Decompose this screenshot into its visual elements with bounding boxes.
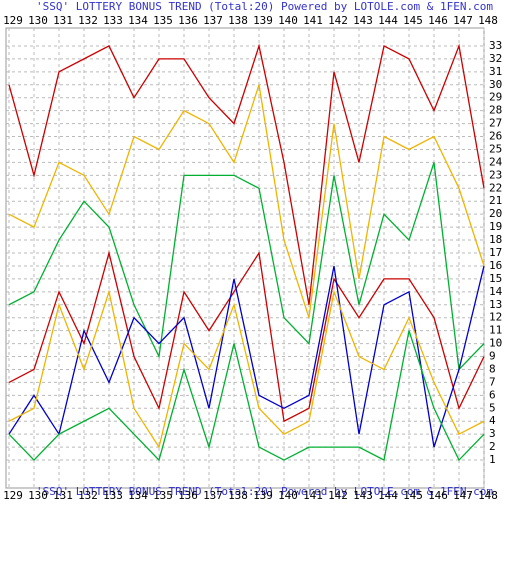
y-tick-label: 20 [489, 207, 502, 220]
x-tick-label-top: 145 [403, 14, 423, 27]
series-line [8, 289, 485, 449]
y-tick-label: 16 [489, 259, 502, 272]
x-tick-label: 138 [228, 489, 248, 502]
chart-title-bottom: 'SSQ' LOTTERY BONUS TREND (Total:20) Pow… [36, 485, 493, 498]
x-tick-label: 131 [53, 489, 73, 502]
y-tick-label: 6 [489, 388, 496, 401]
x-tick-label: 132 [78, 489, 98, 502]
y-tick-label: 25 [489, 142, 502, 155]
y-tick-label: 12 [489, 311, 502, 324]
x-tick-label-top: 143 [353, 14, 373, 27]
y-tick-label: 1 [489, 453, 496, 466]
x-tick-label: 144 [378, 489, 398, 502]
x-tick-label: 148 [478, 489, 498, 502]
chart-title: 'SSQ' LOTTERY BONUS TREND (Total:20) Pow… [36, 0, 493, 13]
y-tick-label: 7 [489, 375, 496, 388]
y-tick-label: 11 [489, 324, 502, 337]
y-tick-label: 33 [489, 39, 502, 52]
x-tick-label: 147 [453, 489, 473, 502]
series-line [8, 84, 485, 318]
x-tick-label: 129 [3, 489, 23, 502]
y-tick-label: 13 [489, 298, 502, 311]
y-tick-label: 30 [489, 78, 502, 91]
y-tick-label: 23 [489, 168, 502, 181]
x-tick-label-top: 133 [103, 14, 123, 27]
y-tick-label: 18 [489, 233, 502, 246]
series-line [8, 43, 485, 305]
series-line [8, 250, 485, 423]
y-tick-label: 31 [489, 65, 502, 78]
x-tick-label-top: 137 [203, 14, 223, 27]
series-line [8, 265, 485, 448]
x-tick-label-top: 130 [28, 14, 48, 27]
y-tick-label: 27 [489, 117, 502, 130]
y-tick-label: 17 [489, 246, 502, 259]
x-tick-label-top: 144 [378, 14, 398, 27]
y-tick-label: 2 [489, 440, 496, 453]
x-tick-label: 135 [153, 489, 173, 502]
y-tick-label: 8 [489, 362, 496, 375]
x-tick-label-top: 148 [478, 14, 498, 27]
x-tick-label-top: 134 [128, 14, 148, 27]
y-tick-label: 4 [489, 414, 496, 427]
x-tick-label-top: 136 [178, 14, 198, 27]
x-tick-label: 137 [203, 489, 223, 502]
y-tick-label: 19 [489, 220, 502, 233]
x-tick-label: 139 [253, 489, 273, 502]
x-tick-label: 140 [278, 489, 298, 502]
y-tick-label: 24 [489, 155, 503, 168]
y-tick-label: 5 [489, 401, 496, 414]
y-tick-label: 21 [489, 194, 502, 207]
x-tick-label: 136 [178, 489, 198, 502]
x-tick-label-top: 132 [78, 14, 98, 27]
x-tick-label-top: 135 [153, 14, 173, 27]
y-tick-label: 14 [489, 285, 503, 298]
x-tick-label: 142 [328, 489, 348, 502]
x-tick-label: 145 [403, 489, 423, 502]
y-tick-label: 28 [489, 104, 502, 117]
y-tick-label: 22 [489, 181, 502, 194]
x-tick-label-top: 141 [303, 14, 323, 27]
series-line [8, 162, 485, 371]
x-tick-label-top: 131 [53, 14, 73, 27]
x-tick-label: 134 [128, 489, 148, 502]
x-tick-label: 130 [28, 489, 48, 502]
x-tick-label-top: 139 [253, 14, 273, 27]
x-tick-label-top: 129 [3, 14, 23, 27]
x-tick-label-top: 146 [428, 14, 448, 27]
y-tick-label: 26 [489, 130, 502, 143]
y-tick-label: 9 [489, 350, 496, 363]
x-tick-label-top: 147 [453, 14, 473, 27]
y-tick-label: 10 [489, 337, 502, 350]
y-tick-label: 29 [489, 91, 502, 104]
x-tick-label: 146 [428, 489, 448, 502]
series-line [8, 330, 485, 462]
x-tick-label-top: 142 [328, 14, 348, 27]
x-tick-label: 141 [303, 489, 323, 502]
x-tick-label: 143 [353, 489, 373, 502]
x-tick-label-top: 138 [228, 14, 248, 27]
x-tick-label-top: 140 [278, 14, 298, 27]
y-tick-label: 3 [489, 427, 496, 440]
y-tick-label: 32 [489, 52, 502, 65]
x-tick-label: 133 [103, 489, 123, 502]
y-tick-label: 15 [489, 272, 502, 285]
